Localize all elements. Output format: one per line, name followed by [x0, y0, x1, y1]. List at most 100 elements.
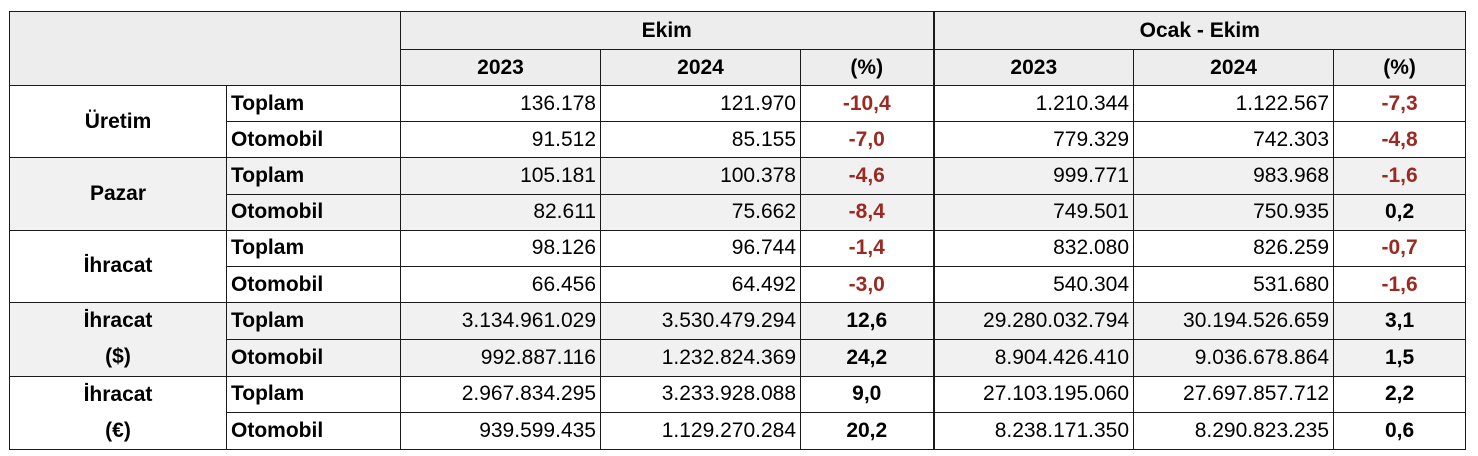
table-row: Pazar Toplam 105.181 100.378 -4,6 999.771 983.… — [9, 157, 1467, 231]
ekim-2023-value: 105.181 — [400, 157, 601, 195]
ytd-2024-value: 1.122.567 — [1133, 84, 1335, 123]
ekim-2023-value: 82.611 — [400, 193, 601, 231]
ekim-2023-value: 136.178 — [400, 84, 601, 123]
ytd-2024-value: 983.968 — [1133, 157, 1335, 195]
ekim-pct-value: 9,0 — [799, 375, 935, 414]
ytd-pct-value: 0,2 — [1333, 193, 1467, 231]
ekim-pct-value: 12,6 — [799, 302, 935, 340]
table-row: İhracat ($) Toplam 3.134.961.029 3.530.479.2… — [9, 302, 1467, 377]
table-row: Otomobil 939.599.435 1.129.270.284 20,2 8.23… — [10, 412, 1467, 450]
ekim-2024-value: 1.232.824.369 — [600, 338, 801, 377]
row-label: Toplam — [226, 84, 401, 123]
ekim-2024-value: 96.744 — [600, 229, 801, 267]
row-label: Otomobil — [226, 193, 401, 231]
ytd-2023-value: 999.771 — [932, 157, 1135, 195]
header-ekim-pct: (%) — [799, 49, 935, 86]
ekim-2023-value: 2.967.834.295 — [400, 375, 601, 414]
ekim-pct-value: -4,6 — [799, 157, 935, 195]
ekim-pct-value: -7,0 — [799, 121, 935, 159]
ekim-pct-value: -8,4 — [799, 193, 935, 231]
group-label: İhracat — [83, 382, 153, 406]
ytd-2024-value: 750.935 — [1133, 193, 1335, 231]
group-label-cell: İhracat (€) — [9, 375, 227, 450]
ytd-2024-value: 30.194.526.659 — [1133, 302, 1335, 340]
ekim-pct-value: 20,2 — [799, 412, 935, 450]
ytd-2023-value: 1.210.344 — [932, 84, 1135, 123]
table-row: Üretim Toplam 136.178 121.970 -10,4 1.210.344… — [9, 84, 1467, 159]
ekim-2024-value: 121.970 — [600, 84, 801, 123]
corner-header-cell — [9, 11, 401, 86]
ytd-2024-value: 742.303 — [1133, 121, 1335, 159]
ytd-2023-value: 8.238.171.350 — [932, 412, 1135, 450]
header-ytd-pct: (%) — [1333, 49, 1467, 86]
ytd-2024-value: 9.036.678.864 — [1133, 338, 1335, 377]
group-currency-label: (€) — [105, 418, 131, 442]
ytd-2023-value: 540.304 — [932, 265, 1135, 304]
group-label: İhracat — [83, 254, 153, 278]
group-label-cell: Üretim — [9, 84, 227, 159]
ytd-2023-value: 779.329 — [932, 121, 1135, 159]
ytd-pct-value: -4,8 — [1333, 121, 1467, 159]
ekim-2023-value: 939.599.435 — [400, 412, 601, 450]
ekim-2023-value: 3.134.961.029 — [400, 302, 601, 340]
ekim-2024-value: 100.378 — [600, 157, 801, 195]
ytd-2023-value: 749.501 — [932, 193, 1135, 231]
ekim-2023-value: 98.126 — [400, 229, 601, 267]
ekim-2023-value: 992.887.116 — [400, 338, 601, 377]
row-label: Toplam — [226, 229, 401, 267]
row-label: Otomobil — [226, 265, 401, 304]
ytd-pct-value: -1,6 — [1333, 265, 1467, 304]
ekim-2024-value: 3.530.479.294 — [600, 302, 801, 340]
ekim-2024-value: 64.492 — [600, 265, 801, 304]
group-label: İhracat — [83, 309, 153, 333]
header-ekim-2023: 2023 — [400, 49, 601, 86]
table-row: Otomobil 82.611 75.662 -8,4 749.501 750.935 0,… — [10, 193, 1467, 231]
row-label: Otomobil — [226, 121, 401, 159]
group-currency-label: ($) — [105, 345, 131, 369]
table-row: Otomobil 66.456 64.492 -3,0 540.304 531.680 -1… — [10, 265, 1467, 304]
header-ekim-2024: 2024 — [600, 49, 801, 86]
row-label: Otomobil — [226, 412, 401, 450]
ytd-2024-value: 27.697.857.712 — [1133, 375, 1335, 414]
ekim-2024-value: 3.233.928.088 — [600, 375, 801, 414]
ytd-2023-value: 832.080 — [932, 229, 1135, 267]
ekim-2024-value: 85.155 — [600, 121, 801, 159]
table-row: Otomobil 992.887.116 1.232.824.369 24,2 8.90… — [10, 338, 1467, 377]
ytd-2024-value: 531.680 — [1133, 265, 1335, 304]
row-label: Toplam — [226, 157, 401, 195]
header-ytd-2024: 2024 — [1133, 49, 1335, 86]
ekim-2024-value: 1.129.270.284 — [600, 412, 801, 450]
ytd-pct-value: -0,7 — [1333, 229, 1467, 267]
statistics-table: Ekim Ocak - Ekim 2023 2024 (%) 2023 2024… — [9, 11, 1467, 450]
ekim-2023-value: 66.456 — [400, 265, 601, 304]
ytd-pct-value: 0,6 — [1333, 412, 1467, 450]
ekim-pct-value: -1,4 — [799, 229, 935, 267]
header-ekim: Ekim — [399, 11, 935, 50]
ytd-2023-value: 27.103.195.060 — [932, 375, 1135, 414]
ekim-2024-value: 75.662 — [600, 193, 801, 231]
ytd-pct-value: 1,5 — [1333, 338, 1467, 377]
ytd-pct-value: -7,3 — [1333, 84, 1467, 123]
group-label-cell: Pazar — [9, 157, 227, 231]
ytd-2024-value: 826.259 — [1133, 229, 1335, 267]
header-ytd-2023: 2023 — [932, 49, 1135, 86]
group-label-cell: İhracat ($) — [9, 302, 227, 377]
row-label: Otomobil — [226, 338, 401, 377]
group-label: Pazar — [89, 182, 147, 206]
header-ocak-ekim: Ocak - Ekim — [932, 11, 1467, 50]
ytd-2023-value: 29.280.032.794 — [932, 302, 1135, 340]
ytd-2023-value: 8.904.426.410 — [932, 338, 1135, 377]
table-row: İhracat (€) Toplam 2.967.834.295 3.233.928.0… — [9, 375, 1467, 450]
table-row: İhracat Toplam 98.126 96.744 -1,4 832.080 826.… — [9, 229, 1467, 304]
table-body: Üretim Toplam 136.178 121.970 -10,4 1.210.344… — [9, 84, 1467, 450]
row-label: Toplam — [226, 375, 401, 414]
ytd-pct-value: 3,1 — [1333, 302, 1467, 340]
row-label: Toplam — [226, 302, 401, 340]
ytd-2024-value: 8.290.823.235 — [1133, 412, 1335, 450]
group-label-cell: İhracat — [9, 229, 227, 304]
table-row: Otomobil 91.512 85.155 -7,0 779.329 742.303 -4… — [10, 121, 1467, 159]
ytd-pct-value: -1,6 — [1333, 157, 1467, 195]
ytd-pct-value: 2,2 — [1333, 375, 1467, 414]
group-label: Üretim — [84, 109, 152, 133]
ekim-pct-value: -10,4 — [799, 84, 935, 123]
